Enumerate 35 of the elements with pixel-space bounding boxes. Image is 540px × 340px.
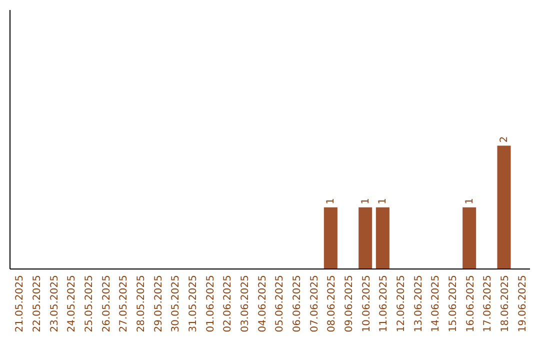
data-label: 1 xyxy=(326,198,337,204)
x-tick-label: 08.06.2025 xyxy=(326,275,338,332)
x-tick-label: 10.06.2025 xyxy=(361,275,372,332)
x-tick-label: 26.05.2025 xyxy=(101,275,112,332)
x-tick-label: 18.06.2025 xyxy=(500,275,511,332)
x-tick-label: 12.06.2025 xyxy=(396,275,407,332)
x-tick-label: 22.05.2025 xyxy=(32,275,43,332)
x-tick-label: 09.06.2025 xyxy=(344,275,355,332)
x-tick-label: 31.05.2025 xyxy=(188,275,199,332)
x-tick-label: 07.06.2025 xyxy=(309,275,320,332)
x-tick-label: 14.06.2025 xyxy=(430,275,442,332)
x-tick-label: 06.06.2025 xyxy=(292,275,303,332)
x-tick-label: 03.06.2025 xyxy=(240,275,251,332)
data-label: 1 xyxy=(378,198,389,204)
x-tick-label: 21.05.2025 xyxy=(14,275,26,332)
x-tick-label: 04.06.2025 xyxy=(257,275,268,332)
x-tick-label: 30.05.2025 xyxy=(170,275,182,332)
x-tick-label: 27.05.2025 xyxy=(118,275,130,332)
x-tick-label: 16.06.2025 xyxy=(465,275,476,332)
x-tick-label: 15.06.2025 xyxy=(448,275,459,332)
data-label: 2 xyxy=(499,136,510,143)
x-tick-label: 19.06.2025 xyxy=(517,275,528,332)
x-tick-label: 11.06.2025 xyxy=(378,275,390,332)
x-tick-label: 24.05.2025 xyxy=(66,275,78,332)
x-tick-label: 29.05.2025 xyxy=(153,275,164,332)
x-tick-label: 25.05.2025 xyxy=(84,275,95,332)
x-tick-label: 13.06.2025 xyxy=(413,275,424,332)
data-label: 1 xyxy=(360,198,372,204)
x-tick-label: 05.06.2025 xyxy=(274,275,286,332)
x-tick-label: 23.05.2025 xyxy=(49,275,60,332)
data-label: 1 xyxy=(464,198,476,204)
x-tick-label: 02.06.2025 xyxy=(222,275,234,332)
x-tick-label: 28.05.2025 xyxy=(136,275,147,332)
x-tick-label: 01.06.2025 xyxy=(205,275,216,332)
x-tick-label: 17.06.2025 xyxy=(482,275,494,332)
